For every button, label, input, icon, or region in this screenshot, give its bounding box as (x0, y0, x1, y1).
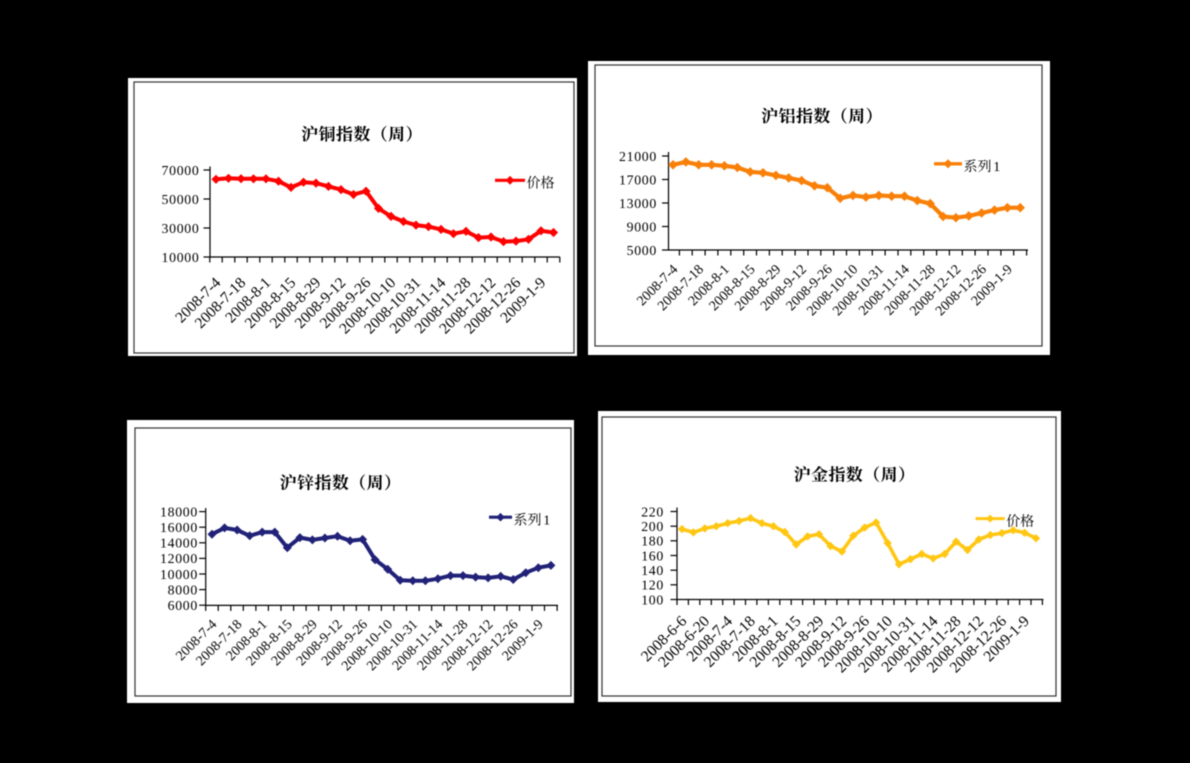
svg-text:180: 180 (641, 534, 664, 549)
svg-text:160: 160 (641, 548, 664, 563)
svg-text:100: 100 (641, 592, 664, 607)
svg-text:9000: 9000 (627, 219, 657, 234)
svg-text:21000: 21000 (619, 149, 657, 164)
svg-text:5000: 5000 (627, 243, 657, 258)
svg-text:13000: 13000 (619, 196, 657, 211)
svg-text:18000: 18000 (160, 504, 198, 519)
svg-text:1: 1 (993, 160, 1000, 175)
svg-text:16000: 16000 (160, 520, 198, 535)
svg-text:200: 200 (641, 519, 664, 534)
svg-text:1: 1 (543, 514, 550, 529)
svg-text:6000: 6000 (168, 598, 198, 613)
svg-text:10000: 10000 (160, 567, 198, 582)
svg-text:10000: 10000 (162, 250, 200, 265)
svg-text:140: 140 (641, 563, 664, 578)
svg-text:120: 120 (641, 578, 664, 593)
svg-text:70000: 70000 (162, 163, 200, 178)
svg-text:50000: 50000 (162, 192, 200, 207)
svg-text:12000: 12000 (160, 551, 198, 566)
svg-text:17000: 17000 (619, 172, 657, 187)
svg-text:14000: 14000 (160, 536, 198, 551)
svg-text:220: 220 (641, 504, 664, 519)
svg-text:30000: 30000 (162, 221, 200, 236)
svg-text:8000: 8000 (168, 582, 198, 597)
